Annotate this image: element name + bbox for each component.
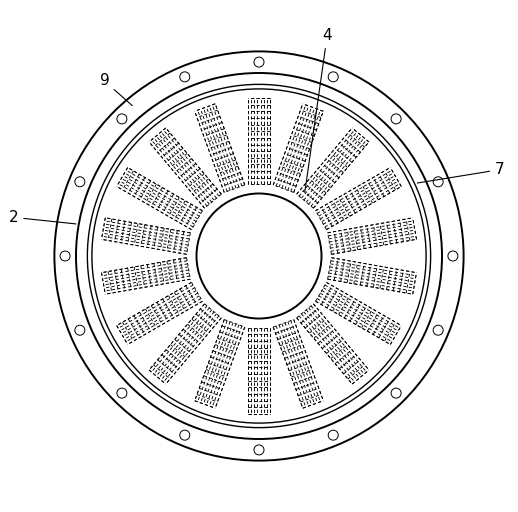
Text: 2: 2 xyxy=(9,210,76,225)
Text: 4: 4 xyxy=(305,28,332,192)
Text: 7: 7 xyxy=(418,162,505,183)
Text: 9: 9 xyxy=(99,73,132,105)
